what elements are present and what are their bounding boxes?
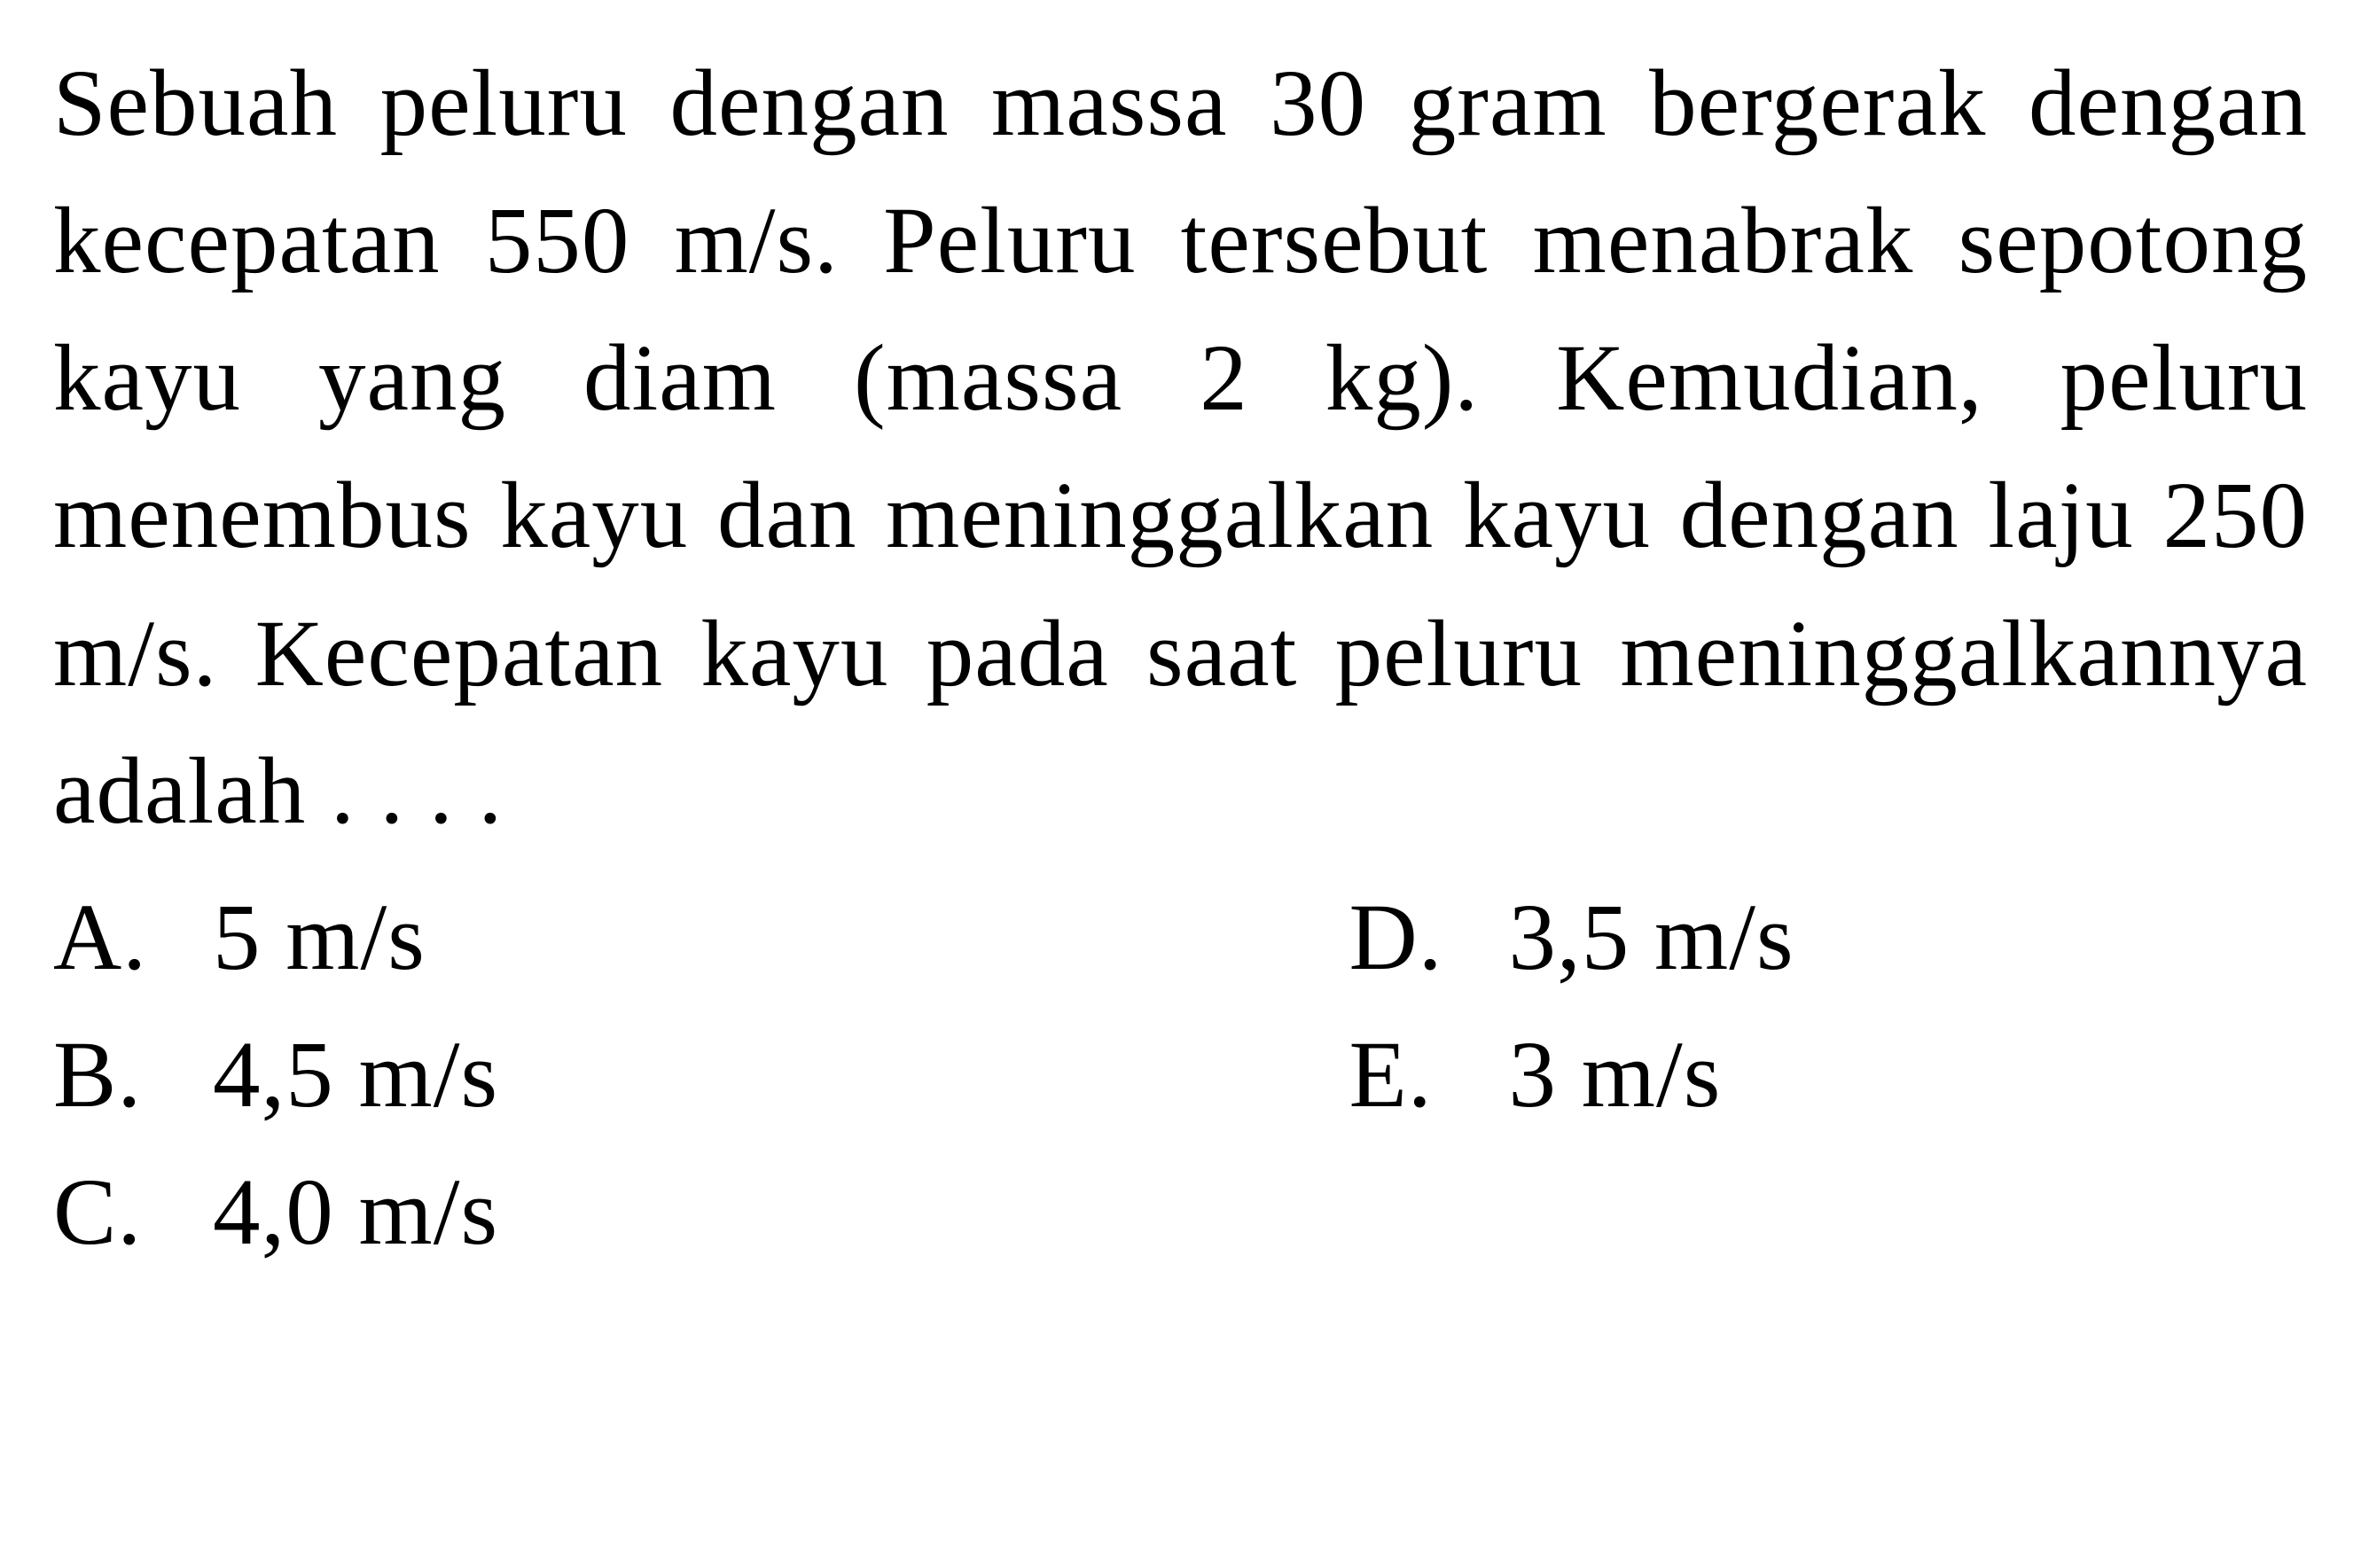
option-c[interactable]: C. 4,0 m/s bbox=[53, 1144, 1012, 1282]
option-c-value: 4,0 m/s bbox=[213, 1144, 498, 1282]
option-a[interactable]: A. 5 m/s bbox=[53, 870, 1012, 1007]
option-e-value: 3 m/s bbox=[1509, 1007, 1722, 1144]
option-c-letter: C. bbox=[53, 1144, 213, 1282]
option-a-letter: A. bbox=[53, 870, 213, 1007]
options-container: A. 5 m/s B. 4,5 m/s C. 4,0 m/s D. 3,5 m/… bbox=[53, 870, 2308, 1282]
option-b[interactable]: B. 4,5 m/s bbox=[53, 1007, 1012, 1144]
option-d-letter: D. bbox=[1349, 870, 1509, 1007]
option-b-value: 4,5 m/s bbox=[213, 1007, 498, 1144]
option-a-value: 5 m/s bbox=[213, 870, 426, 1007]
option-e-letter: E. bbox=[1349, 1007, 1509, 1144]
question-text: Sebuah peluru dengan massa 30 gram berge… bbox=[53, 35, 2308, 861]
option-d-value: 3,5 m/s bbox=[1509, 870, 1794, 1007]
option-b-letter: B. bbox=[53, 1007, 213, 1144]
option-e[interactable]: E. 3 m/s bbox=[1349, 1007, 2309, 1144]
option-d[interactable]: D. 3,5 m/s bbox=[1349, 870, 2309, 1007]
